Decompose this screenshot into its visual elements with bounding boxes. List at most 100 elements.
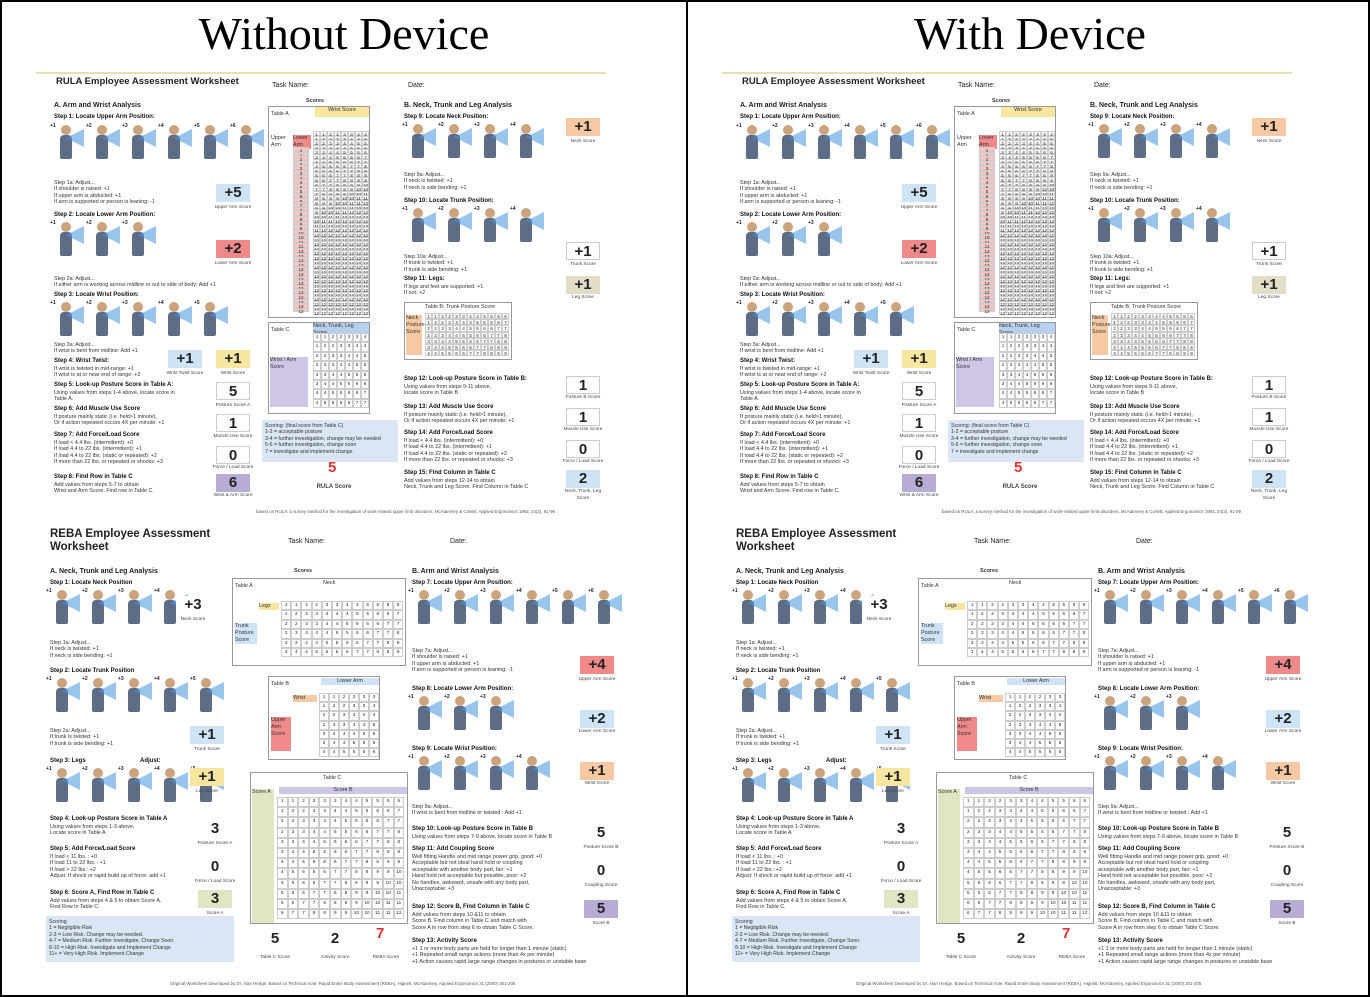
table-cell: 2	[313, 140, 320, 146]
reba-table-c-caption: Table C Score	[945, 955, 977, 960]
table-cell: 12	[355, 296, 362, 303]
reba-step-10: Step 10: Look-up Posture Score in Table …	[412, 826, 533, 832]
table-cell: 8	[372, 847, 383, 859]
table-cell: 7	[1047, 847, 1059, 859]
posture-figure: +6	[588, 588, 622, 626]
table-cell: 12	[1048, 227, 1055, 234]
posture-figure: +3	[804, 676, 838, 714]
force-a-caption: Force / Load Score	[212, 465, 254, 470]
table-cell: 5	[979, 183, 995, 190]
table-cell: 6	[362, 149, 369, 155]
neck-figures: +1 +2 +3 +4	[402, 122, 544, 160]
table-cell: 2	[977, 619, 988, 630]
table-cell: 7	[372, 827, 383, 838]
figure-score-label: +3	[480, 754, 486, 760]
table-cell: 10	[999, 213, 1006, 220]
reba-section-b: B. Arm and Wrist Analysis	[412, 568, 499, 575]
reba-neck-header: Neck	[323, 580, 336, 586]
table-cell: 4	[1045, 720, 1055, 730]
step-14: Step 14: Add Force/Load Score	[404, 430, 493, 436]
table-cell: 7	[362, 638, 373, 648]
table-cell: 3	[339, 711, 349, 721]
table-cell: 9	[1188, 343, 1195, 351]
table-cell: 4	[313, 398, 321, 409]
table-cell: 6	[460, 343, 467, 351]
table-cell: 12	[327, 310, 334, 317]
scores-heading: Scores	[992, 98, 1010, 104]
table-cell: 3	[446, 325, 453, 332]
table-cell: 5	[1125, 350, 1132, 357]
table-cell: 3	[301, 629, 312, 639]
table-cell: 12	[334, 241, 341, 248]
table-cell: 12	[1034, 241, 1041, 248]
table-cell: 3	[1015, 351, 1023, 362]
table-cell: 8	[481, 350, 488, 357]
table-b-label: Table B: Trunk Posture Score	[1111, 304, 1182, 310]
posture-figure: +3	[808, 123, 842, 161]
reba-footer: Original Worksheet Developed by Dr. Alan…	[170, 981, 516, 986]
table-cell: 3	[327, 144, 334, 151]
table-cell: 8	[313, 195, 320, 201]
posture-b-score: 1	[1252, 376, 1286, 394]
table-cell: 5	[1048, 610, 1059, 620]
table-cell: 11	[334, 209, 341, 216]
posture-figure: +2	[772, 123, 806, 161]
table-cell: 1	[291, 601, 302, 611]
figure-body	[168, 135, 180, 159]
table-cell: 5	[1013, 158, 1020, 165]
table-cell: 4	[1005, 827, 1016, 838]
table-cell: 4	[313, 389, 321, 399]
table-cell: 7	[1020, 172, 1027, 178]
table-cell: 12	[1041, 204, 1048, 211]
table-cell: 5	[453, 337, 460, 344]
table-cell: 12	[1027, 287, 1034, 294]
table-cell: 3	[311, 619, 322, 630]
table-cell: 12	[1041, 236, 1048, 243]
table-cell: 2	[963, 817, 974, 828]
table-cell: 12	[999, 255, 1006, 262]
table-cell: 5	[999, 167, 1006, 174]
table-cell: 12	[1027, 300, 1034, 307]
table-cell: 5	[352, 610, 363, 620]
table-cell: 7	[1048, 638, 1059, 648]
figure-head	[129, 768, 139, 778]
table-cell: 12	[348, 255, 355, 262]
table-cell: 3	[321, 361, 329, 371]
posture-figure: +6	[916, 123, 950, 161]
wrist-arm-caption: Wrist & Arm Score	[899, 493, 939, 498]
figure-head	[527, 590, 537, 600]
table-cell: 7	[348, 163, 355, 169]
table-cell: 12	[355, 300, 362, 307]
reba-step-11: Step 11: Add Coupling Score	[1098, 846, 1181, 852]
neck-posture-label: Neck Posture Score	[1092, 315, 1111, 355]
table-cell: 6	[1039, 389, 1047, 399]
table-cell: 7	[362, 647, 373, 658]
table-cell: 10	[1048, 186, 1055, 193]
table-cell: 12	[1013, 222, 1020, 229]
figure-head	[851, 768, 861, 778]
table-cell: 5	[331, 638, 343, 648]
table-cell: 12	[1034, 232, 1041, 239]
table-cell: 12	[327, 259, 334, 266]
table-cell: 5	[973, 868, 985, 879]
table-cell: 11	[320, 222, 327, 229]
table-cell: 12	[355, 227, 362, 234]
table-cell: 1	[1005, 702, 1015, 712]
table-cell: 7	[1068, 629, 1080, 639]
figure-head	[129, 590, 139, 600]
table-cell: 6	[1047, 827, 1059, 838]
reba-upper-arm-caption: Upper Arm Score	[578, 677, 616, 682]
posture-figure: +2	[444, 754, 478, 792]
table-cell: 5	[963, 878, 974, 889]
table-cell: 6	[999, 181, 1006, 188]
table-cell: 6	[1037, 827, 1048, 838]
step-3a: Step 3a: Adjust... If wrist is bent from…	[54, 342, 138, 355]
table-cell: 7	[994, 888, 1006, 899]
table-cell: 8	[327, 186, 334, 192]
table-cell: 2	[999, 361, 1007, 371]
table-cell: 8	[1015, 898, 1027, 910]
figure-score-label: +1	[402, 206, 408, 212]
table-cell: 12	[1027, 278, 1034, 284]
figure-body	[742, 688, 754, 712]
posture-figure: +1	[732, 676, 766, 714]
